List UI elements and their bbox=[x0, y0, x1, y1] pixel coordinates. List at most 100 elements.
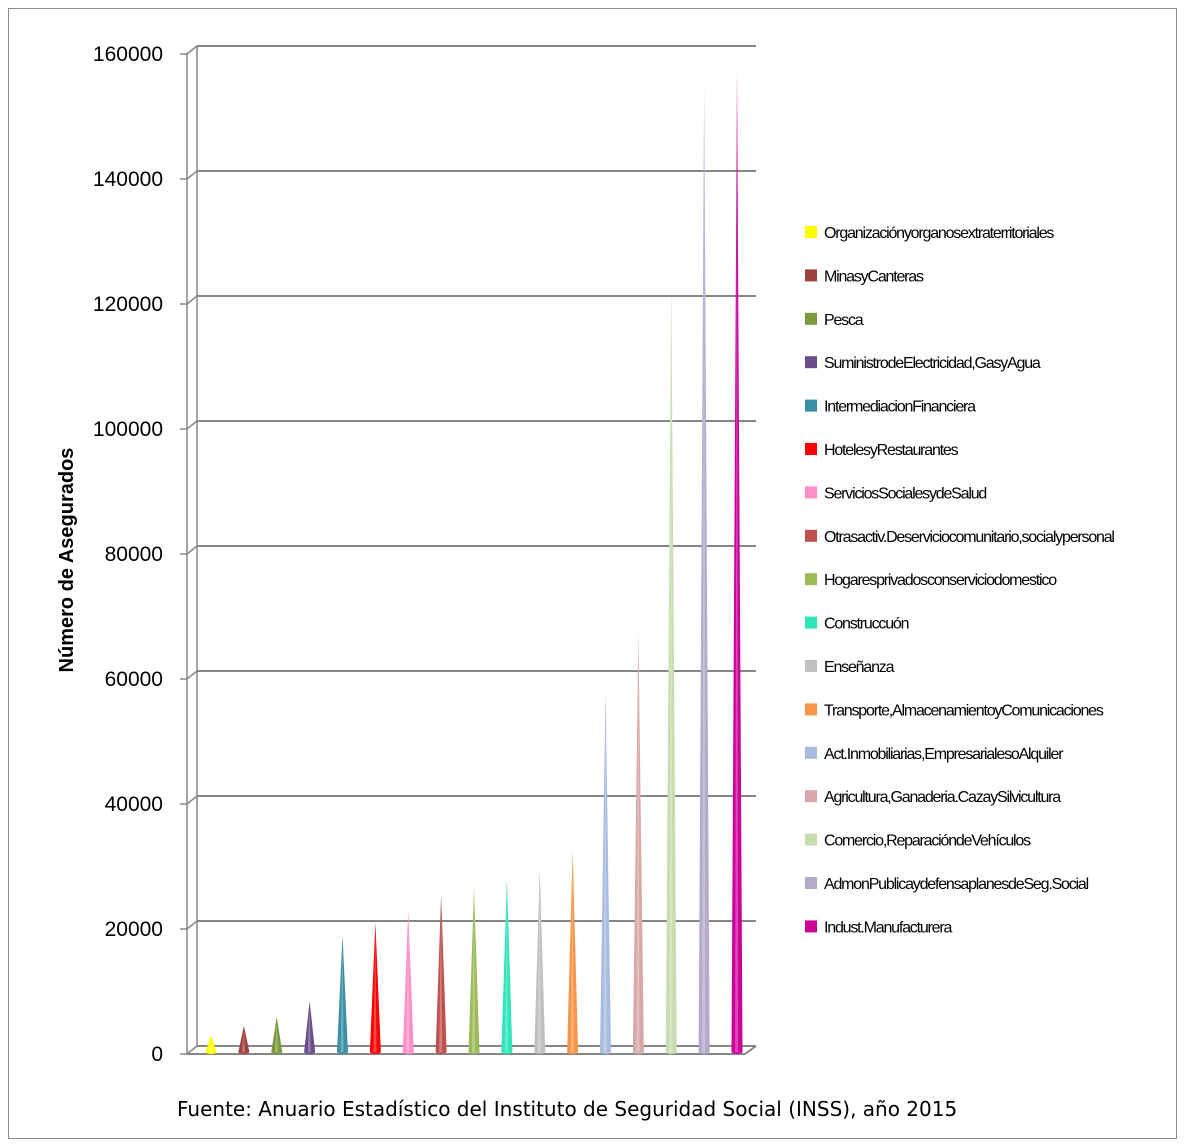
y-tick-label: 60000 bbox=[105, 668, 163, 691]
cone-body bbox=[632, 632, 644, 1052]
gridline-side-4 bbox=[186, 545, 198, 555]
y-axis-label: Número de Asegurados bbox=[56, 448, 78, 673]
cone-body bbox=[402, 910, 414, 1052]
legend-swatch bbox=[805, 920, 817, 933]
legend-item: Indust.Manufacturera bbox=[805, 919, 954, 936]
bar-cone bbox=[468, 888, 480, 1055]
cone-body bbox=[501, 879, 513, 1052]
legend-swatch bbox=[805, 746, 817, 759]
legend-item: AdmonPublicaydefensaplanesdeSeg.Social bbox=[805, 876, 1090, 893]
bars bbox=[205, 69, 743, 1055]
gridlines bbox=[180, 45, 757, 1055]
bar-cone bbox=[304, 1000, 316, 1055]
cone-highlight bbox=[570, 854, 574, 1052]
cone-body bbox=[369, 922, 381, 1052]
legend-item: Enseñanza bbox=[805, 659, 896, 676]
legend-label: Agricultura,Ganaderia.CazaySilvicultura bbox=[824, 789, 1061, 806]
legend-swatch bbox=[805, 833, 817, 846]
legend-item: Organizaciónyorganosextraterritoriales bbox=[805, 225, 1056, 242]
legend-item: ServiciosSocialesydeSalud bbox=[805, 485, 988, 502]
legend-swatch bbox=[805, 877, 817, 889]
y-tick-label: 120000 bbox=[93, 293, 163, 316]
bar-cone bbox=[271, 1016, 283, 1055]
bar-cone bbox=[501, 879, 513, 1055]
gridline-side-3 bbox=[186, 670, 198, 680]
legend-label: Comercio,ReparacióndeVehículos bbox=[824, 833, 1031, 850]
cone-body bbox=[468, 888, 480, 1052]
legend-swatch bbox=[805, 226, 817, 238]
cone-highlight bbox=[307, 1004, 311, 1052]
bar-cone bbox=[534, 869, 546, 1055]
bar-cone bbox=[731, 69, 743, 1055]
cone-highlight bbox=[274, 1020, 278, 1052]
cone-highlight bbox=[636, 636, 640, 1052]
cone-body bbox=[665, 282, 677, 1052]
legend-item: Construccuón bbox=[805, 616, 910, 633]
bar-cone bbox=[402, 910, 414, 1055]
legend-label: Construccuón bbox=[824, 616, 909, 633]
legend-item: Agricultura,Ganaderia.CazaySilvicultura bbox=[805, 789, 1062, 806]
bar-cone bbox=[369, 922, 381, 1055]
bar-cone bbox=[698, 85, 710, 1055]
gridline-side-5 bbox=[186, 420, 198, 430]
cone-highlight bbox=[439, 898, 443, 1052]
cone-highlight bbox=[702, 89, 706, 1052]
legend-label: SuministrodeElectricidad,GasyAgua bbox=[824, 355, 1041, 372]
gridline-side-2 bbox=[186, 795, 198, 805]
legend-swatch bbox=[805, 573, 817, 586]
legend-label: Pesca bbox=[824, 312, 864, 329]
cone-body bbox=[567, 850, 579, 1052]
legend-label: IntermediacionFinanciera bbox=[824, 399, 976, 416]
x-axis-corner bbox=[744, 1045, 757, 1055]
legend-item: HotelesyRestaurantes bbox=[805, 442, 960, 459]
y-tick-label: 100000 bbox=[93, 418, 163, 441]
legend-swatch bbox=[805, 399, 817, 412]
cone-highlight bbox=[209, 1039, 213, 1052]
gridline-side-6 bbox=[186, 295, 198, 305]
legend-item: Transporte,AlmacenamientoyComunicaciones bbox=[805, 702, 1105, 719]
cone-body bbox=[238, 1025, 250, 1052]
legend-swatch bbox=[805, 703, 817, 716]
legend-label: MinasyCanteras bbox=[824, 268, 924, 285]
legend-item: SuministrodeElectricidad,GasyAgua bbox=[805, 355, 1042, 372]
legend-swatch bbox=[805, 790, 817, 803]
legend-swatch bbox=[805, 616, 817, 629]
cone-highlight bbox=[373, 926, 377, 1052]
legend-swatch bbox=[805, 443, 817, 455]
legend-label: Organizaciónyorganosextraterritoriales bbox=[824, 225, 1054, 242]
bar-cone bbox=[205, 1035, 217, 1055]
bar-cone bbox=[632, 632, 644, 1055]
cone-body bbox=[304, 1000, 316, 1052]
legend-item: MinasyCanteras bbox=[805, 268, 925, 285]
gridline-side-0 bbox=[186, 1045, 198, 1055]
legend-swatch bbox=[805, 529, 817, 542]
y-tick-label: 140000 bbox=[93, 168, 163, 191]
cone-highlight bbox=[406, 914, 410, 1052]
cone-highlight bbox=[537, 873, 541, 1052]
y-tick-label: 0 bbox=[151, 1043, 163, 1066]
y-tick-label: 160000 bbox=[93, 43, 163, 66]
legend-swatch bbox=[805, 356, 817, 369]
cone-highlight bbox=[340, 939, 344, 1052]
y-tick-label: 40000 bbox=[105, 793, 163, 816]
y-axis-ticks: 0 20000 40000 60000 80000 100000 120000 140000 1… bbox=[93, 43, 163, 1066]
legend-item: Comercio,ReparacióndeVehículos bbox=[805, 833, 1032, 850]
legend-swatch bbox=[805, 312, 817, 325]
legend-item: IntermediacionFinanciera bbox=[805, 399, 977, 416]
legend-label: Otrasactiv.Deserviciocomunitario,socialy… bbox=[824, 529, 1114, 546]
legend-label: Transporte,AlmacenamientoyComunicaciones bbox=[824, 702, 1104, 719]
cone-body bbox=[205, 1035, 217, 1052]
legend-label: HotelesyRestaurantes bbox=[824, 442, 959, 459]
legend-label: Act.Inmobiliarias,EmpresarialesoAlquiler bbox=[824, 746, 1064, 763]
y-tick-label: 80000 bbox=[105, 543, 163, 566]
legend-swatch bbox=[805, 269, 817, 282]
legend-item: Pesca bbox=[805, 312, 865, 329]
bar-cone bbox=[665, 282, 677, 1055]
cone-body bbox=[731, 69, 743, 1052]
cone-body bbox=[337, 935, 348, 1052]
cone-body bbox=[534, 869, 546, 1052]
gridline-side-8 bbox=[186, 45, 198, 55]
bar-cone bbox=[567, 850, 579, 1055]
legend-item: Hogaresprivadosconserviciodomestico bbox=[805, 572, 1058, 589]
